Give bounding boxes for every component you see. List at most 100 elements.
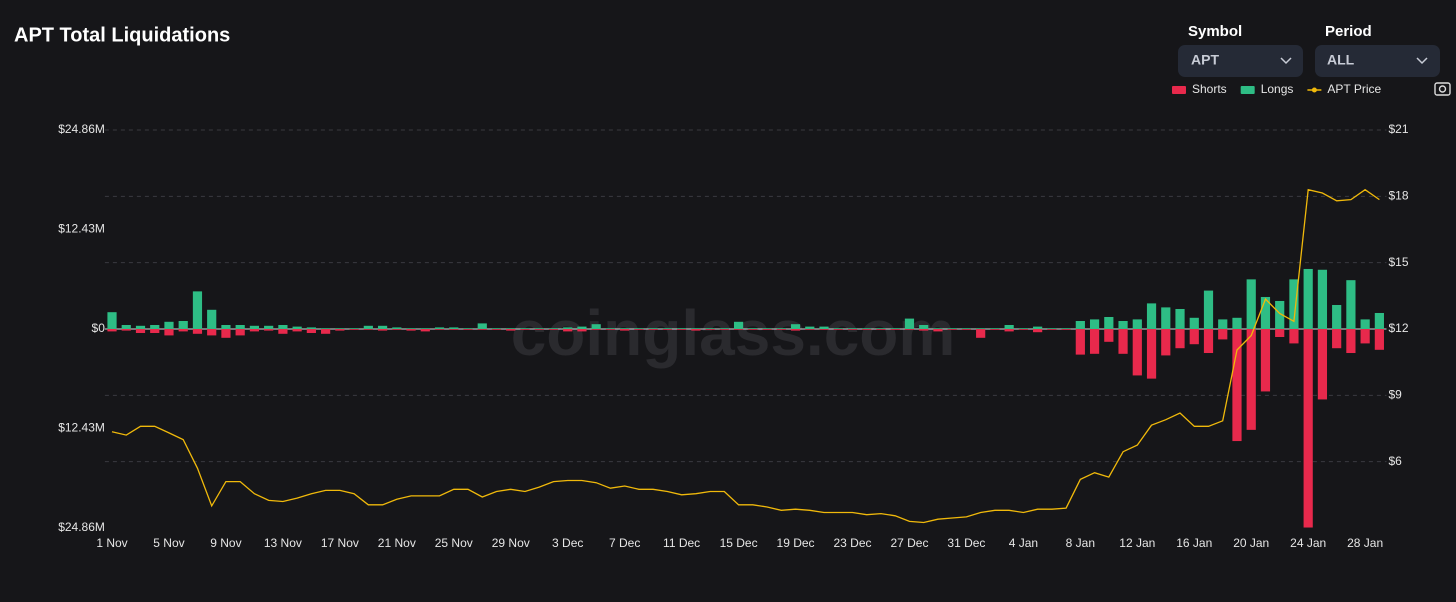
x-tick-label: 27 Dec: [890, 536, 928, 550]
bar: [449, 329, 459, 330]
bar: [1161, 329, 1171, 356]
chevron[interactable]: [1416, 57, 1428, 65]
bar: [235, 324, 245, 329]
bar: [662, 328, 672, 329]
bar: [121, 329, 131, 331]
x-tick-label: 11 Dec: [663, 536, 700, 550]
bar: [107, 329, 117, 332]
bar: [1346, 280, 1356, 329]
bar: [705, 329, 715, 330]
bar: [620, 328, 630, 329]
bar: [719, 328, 729, 329]
bar: [961, 329, 972, 330]
bar: [1047, 328, 1057, 329]
bar: [1360, 319, 1370, 329]
bar: [1275, 329, 1285, 338]
bar: [819, 329, 829, 330]
x-tick-label: 15 Dec: [720, 536, 758, 550]
y-tick-label: $12.43M: [58, 222, 105, 236]
y-tick-label: $24.86M: [58, 122, 105, 136]
bar: [1146, 303, 1157, 329]
bar: [349, 328, 359, 329]
camera-body[interactable]: [1434, 82, 1451, 96]
bar: [306, 329, 316, 334]
symbol-dropdown[interactable]: APT: [1178, 45, 1303, 77]
dropdown-value[interactable]: ALL: [1327, 52, 1355, 68]
bar: [662, 329, 672, 330]
bar: [805, 329, 815, 330]
y2-tick-label: $21: [1389, 122, 1409, 136]
bar: [648, 329, 658, 330]
camera-icon[interactable]: [1434, 82, 1451, 96]
bar: [292, 326, 302, 329]
chart-title: APT Total Liquidations: [14, 24, 230, 46]
bar: [150, 324, 160, 329]
legend-label: APT Price: [1327, 82, 1381, 96]
dropdown-box[interactable]: [1178, 45, 1303, 77]
bar: [1374, 329, 1384, 350]
bar: [1189, 329, 1199, 345]
dropdown-value[interactable]: APT: [1191, 52, 1219, 68]
bar: [1061, 328, 1071, 329]
bar: [890, 328, 900, 329]
x-tick-label: 4 Jan: [1009, 536, 1038, 550]
bar: [306, 327, 316, 329]
camera-lens[interactable]: [1438, 85, 1447, 93]
bar: [1289, 279, 1299, 329]
bar: [762, 328, 772, 329]
bar: [1118, 320, 1128, 329]
bar: [477, 323, 487, 329]
bar: [392, 327, 402, 329]
bar: [420, 329, 430, 332]
bar: [833, 329, 843, 330]
bar: [221, 329, 231, 338]
y-tick-label: $0: [92, 321, 106, 335]
bar: [434, 329, 445, 330]
x-tick-label: 24 Jan: [1290, 536, 1326, 550]
bar: [591, 329, 601, 330]
bar: [976, 329, 986, 338]
bar: [463, 328, 473, 329]
bar: [506, 329, 516, 331]
bar: [563, 329, 573, 332]
bar: [1033, 326, 1043, 329]
bar: [748, 329, 758, 330]
bar: [278, 329, 288, 334]
x-tick-label: 20 Jan: [1233, 536, 1269, 550]
bar: [904, 329, 915, 330]
bar: [790, 324, 801, 329]
bar: [235, 329, 245, 336]
bar: [520, 329, 530, 330]
x-tick-label: 5 Nov: [153, 536, 184, 550]
bar: [847, 329, 858, 330]
bar: [1146, 329, 1157, 379]
bar: [976, 328, 986, 329]
bar: [221, 324, 231, 329]
bar: [705, 328, 715, 329]
bar: [377, 329, 388, 331]
dropdown-box[interactable]: [1315, 45, 1440, 77]
bar: [1089, 319, 1100, 329]
chevron[interactable]: [1280, 57, 1292, 65]
bar: [506, 328, 516, 329]
bar: [548, 329, 559, 330]
bar: [1075, 320, 1085, 329]
bar: [1004, 329, 1014, 332]
bar: [491, 328, 502, 329]
bar: [1132, 319, 1142, 329]
bar: [121, 324, 131, 329]
bar: [1018, 329, 1028, 330]
watermark: coinglass.com: [511, 297, 956, 369]
bar: [1089, 329, 1100, 354]
x-tick-label: 19 Dec: [777, 536, 815, 550]
y2-tick-label: $15: [1389, 255, 1409, 269]
bar: [178, 329, 188, 332]
bar: [677, 328, 687, 329]
bar: [1033, 329, 1043, 333]
bar: [876, 328, 886, 329]
y2-tick-label: $9: [1389, 388, 1403, 402]
legend-swatch: [1311, 87, 1317, 93]
bar: [577, 329, 587, 332]
period-dropdown[interactable]: ALL: [1315, 45, 1440, 77]
